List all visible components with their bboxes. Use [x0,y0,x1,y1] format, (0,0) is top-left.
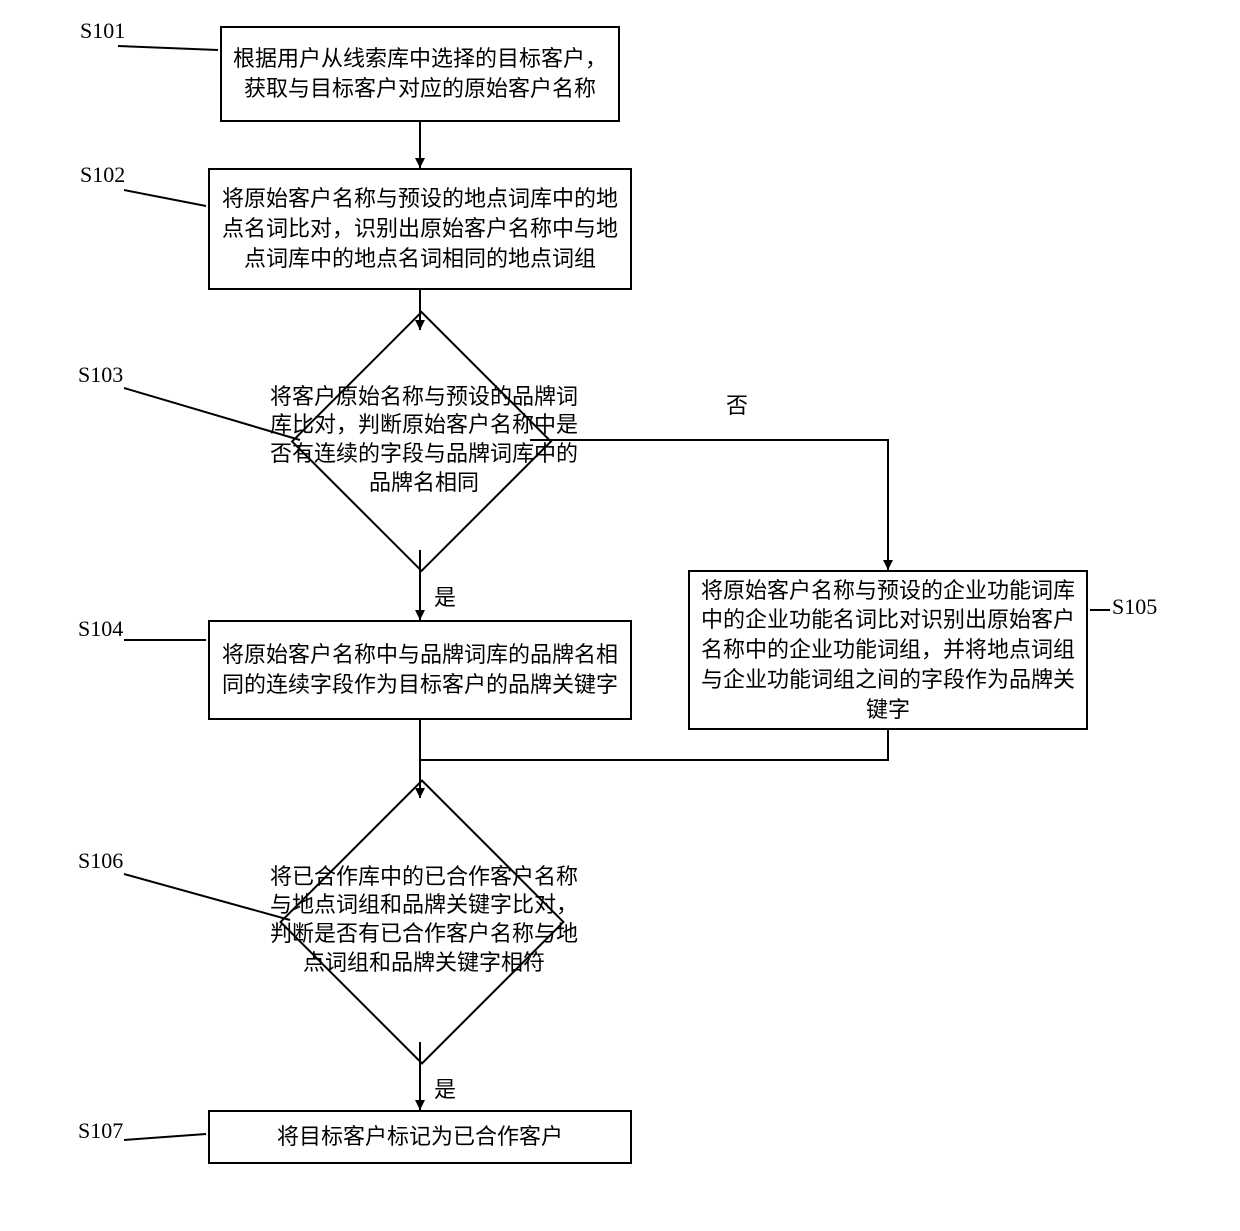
node-text: 将原始客户名称与预设的企业功能词库中的企业功能名词比对识别出原始客户名称中的企业… [700,576,1076,724]
node-text: 将已合作库中的已合作客户名称与地点词组和品牌关键字比对，判断是否有已合作客户名称… [260,780,588,1060]
node-text: 将原始客户名称与预设的地点词库中的地点名词比对，识别出原始客户名称中与地点词库中… [220,184,620,273]
node-text: 将客户原始名称与预设的品牌词库比对，判断原始客户名称中是否有连续的字段与品牌词库… [260,312,588,568]
node-s107: 将目标客户标记为已合作客户 [208,1110,632,1164]
branch-label-no-1: 否 [726,388,748,420]
branch-label-yes-2: 是 [434,1072,456,1104]
node-s101: 根据用户从线索库中选择的目标客户，获取与目标客户对应的原始客户名称 [220,26,620,122]
node-s103: 将客户原始名称与预设的品牌词库比对，判断原始客户名称中是否有连续的字段与品牌词库… [292,312,548,568]
node-s106: 将已合作库中的已合作客户名称与地点词组和品牌关键字比对，判断是否有已合作客户名称… [280,780,560,1060]
branch-label-yes-1: 是 [434,580,456,612]
node-text: 将原始客户名称中与品牌词库的品牌名相同的连续字段作为目标客户的品牌关键字 [220,640,620,699]
step-label-s102: S102 [80,162,125,188]
step-label-s107: S107 [78,1118,123,1144]
flowchart-canvas: S101 S102 S103 S104 S105 S106 S107 根据用户从… [0,0,1240,1231]
node-text: 根据用户从线索库中选择的目标客户，获取与目标客户对应的原始客户名称 [232,44,608,103]
node-text: 将目标客户标记为已合作客户 [277,1122,563,1152]
step-label-s105: S105 [1112,594,1157,620]
step-label-s104: S104 [78,616,123,642]
step-label-s103: S103 [78,362,123,388]
step-label-s101: S101 [80,18,125,44]
node-s104: 将原始客户名称中与品牌词库的品牌名相同的连续字段作为目标客户的品牌关键字 [208,620,632,720]
node-s105: 将原始客户名称与预设的企业功能词库中的企业功能名词比对识别出原始客户名称中的企业… [688,570,1088,730]
node-s102: 将原始客户名称与预设的地点词库中的地点名词比对，识别出原始客户名称中与地点词库中… [208,168,632,290]
step-label-s106: S106 [78,848,123,874]
